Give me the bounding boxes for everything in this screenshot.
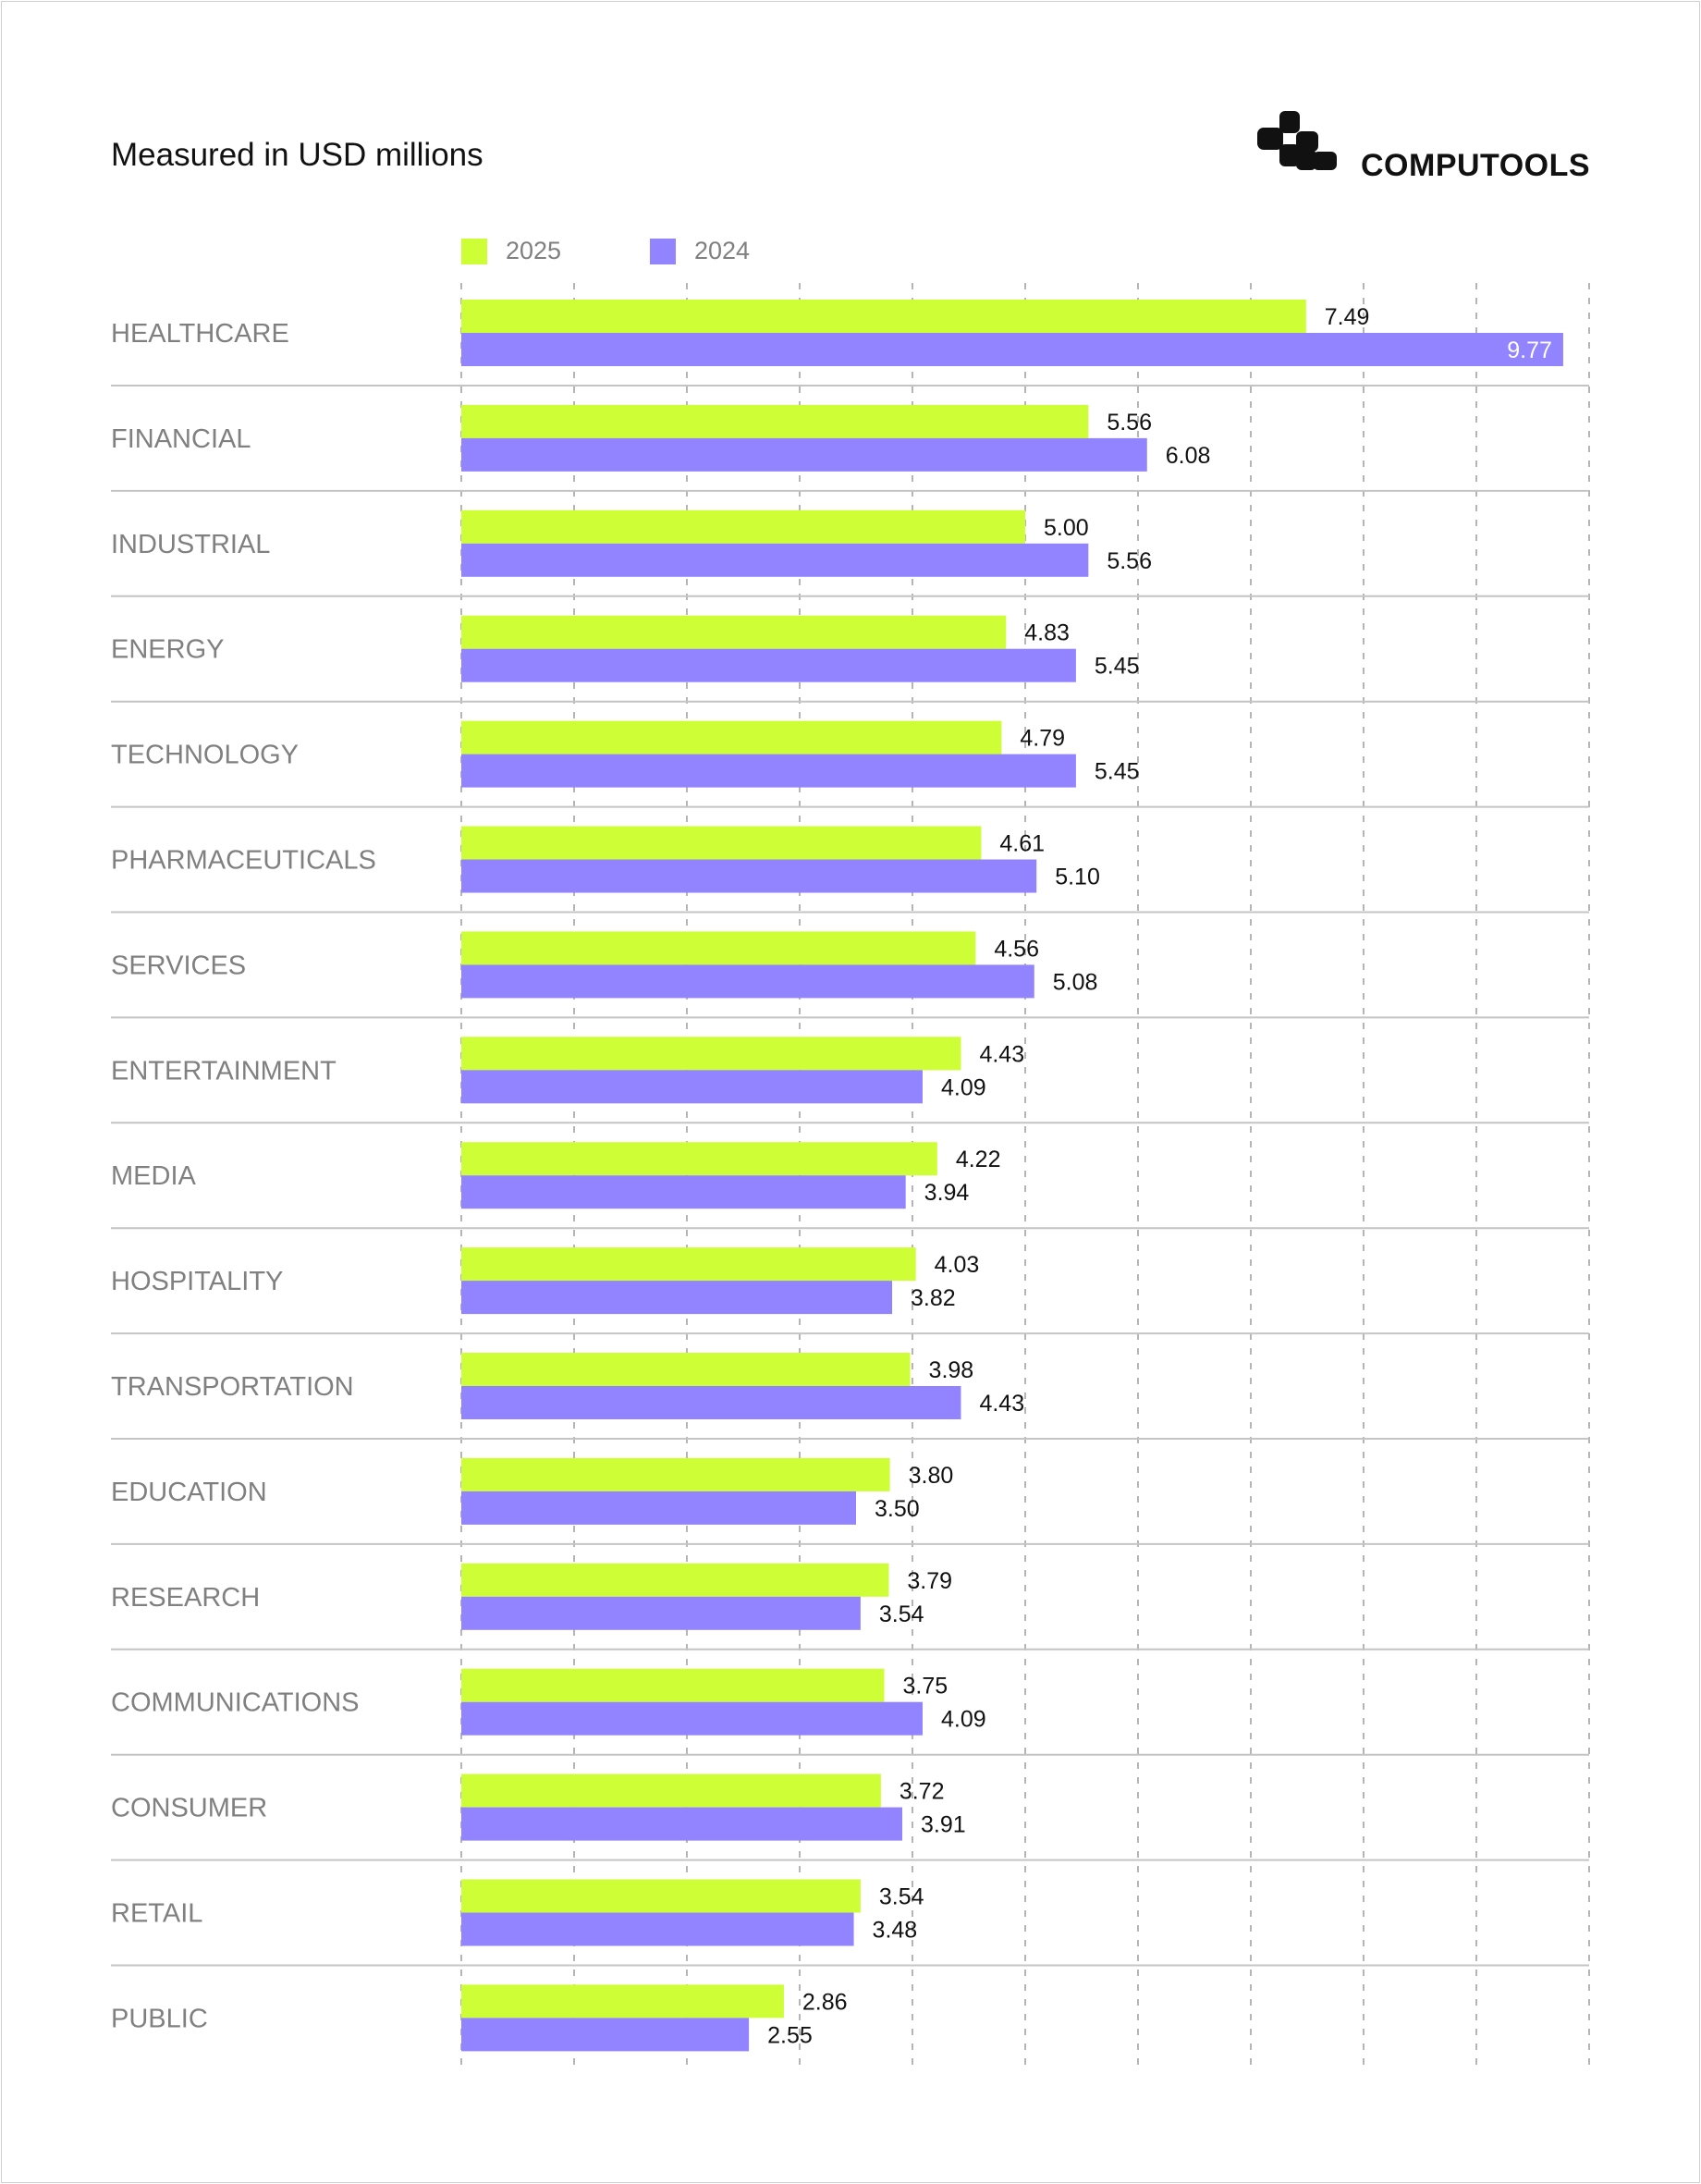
bar-2025 [461, 1457, 890, 1491]
data-label-2024: 3.50 [875, 1496, 920, 1522]
data-label-2025: 3.80 [909, 1463, 954, 1489]
bar-2025 [461, 931, 976, 965]
bar-2025 [461, 509, 1025, 544]
data-label-2024: 5.45 [1095, 759, 1140, 785]
category-label: RESEARCH [111, 1583, 260, 1613]
data-label-2025: 5.56 [1107, 410, 1152, 436]
data-label-2025: 4.03 [935, 1252, 980, 1278]
legend-label-2024: 2024 [694, 237, 751, 264]
bar-2025 [461, 1668, 885, 1702]
data-label-2024: 5.08 [1053, 969, 1098, 995]
bar-2024 [461, 437, 1147, 472]
bar-2025 [461, 300, 1306, 333]
bar-2025 [461, 720, 1002, 755]
category-label: HEALTHCARE [111, 319, 289, 349]
data-label-2024: 4.09 [941, 1074, 986, 1100]
data-label-2025: 4.83 [1024, 620, 1070, 646]
bar-2024 [461, 333, 1563, 366]
category-label: HOSPITALITY [111, 1267, 283, 1296]
bar-2024 [461, 1386, 961, 1419]
category-label: TECHNOLOGY [111, 741, 299, 770]
data-label-2024: 2.55 [767, 2022, 813, 2048]
category-label: PHARMACEUTICALS [111, 846, 376, 876]
data-label-2024: 5.45 [1095, 654, 1140, 680]
computools-logo-icon [1257, 111, 1337, 170]
bar-2024 [461, 1701, 923, 1736]
category-label: FINANCIAL [111, 424, 251, 454]
legend-swatch-2025 [461, 238, 487, 264]
data-label-2024: 3.94 [924, 1180, 970, 1206]
bar-2025 [461, 1773, 881, 1808]
bar-2024 [461, 1175, 906, 1209]
data-label-2025: 3.72 [899, 1779, 945, 1805]
bar-2025 [461, 1142, 937, 1176]
data-label-2024: 3.54 [879, 1601, 924, 1627]
data-label-2025: 3.98 [929, 1357, 974, 1383]
category-label: CONSUMER [111, 1794, 267, 1823]
legend-item-2025: 2025 [461, 237, 561, 265]
data-label-2024: 4.43 [979, 1391, 1024, 1417]
bar-2024 [461, 1491, 856, 1525]
bar-2025 [461, 1563, 889, 1597]
data-label-2025: 4.56 [994, 936, 1039, 962]
chart-title: Measured in USD millions [111, 137, 483, 173]
bar-2024 [461, 1807, 903, 1841]
category-label: SERVICES [111, 951, 246, 980]
bar-2025 [461, 615, 1007, 649]
data-label-2025: 3.54 [879, 1884, 924, 1910]
bar-2024 [461, 2018, 750, 2052]
brand-name: COMPUTOOLS [1361, 148, 1591, 183]
legend-item-2024: 2024 [650, 237, 750, 265]
data-label-2025: 2.86 [802, 1989, 848, 2015]
data-label-2025: 3.75 [903, 1674, 948, 1699]
data-label-2024: 5.56 [1107, 548, 1152, 574]
data-label-2024: 3.91 [921, 1812, 966, 1838]
bar-2025 [461, 1037, 961, 1071]
data-label-2024: 3.82 [911, 1285, 956, 1311]
data-label-2025: 4.22 [956, 1147, 1001, 1172]
category-label: PUBLIC [111, 2004, 208, 2033]
bar-2024 [461, 1912, 854, 1946]
data-label-2025: 7.49 [1325, 304, 1370, 330]
bar-2025 [461, 1353, 911, 1386]
data-label-2025: 4.61 [999, 831, 1045, 857]
brand-logo: COMPUTOOLS [1254, 109, 1596, 183]
bar-2024 [461, 543, 1089, 577]
bar-2025 [461, 404, 1089, 438]
category-label: COMMUNICATIONS [111, 1688, 360, 1718]
bar-2025 [461, 1984, 784, 2018]
bar-2024 [461, 964, 1034, 999]
data-label-2024: 9.77 [1507, 337, 1552, 363]
data-label-2025: 4.43 [979, 1041, 1024, 1067]
legend-label-2025: 2025 [506, 237, 562, 264]
bar-2024 [461, 859, 1037, 893]
legend-swatch-2024 [650, 238, 676, 264]
category-label: TRANSPORTATION [111, 1372, 354, 1402]
bar-2024 [461, 1070, 923, 1104]
bar-2024 [461, 754, 1076, 788]
category-label: ENTERTAINMENT [111, 1056, 337, 1086]
category-label: ENERGY [111, 635, 224, 665]
data-label-2024: 5.10 [1055, 865, 1100, 890]
data-label-2025: 5.00 [1044, 515, 1089, 541]
category-label: RETAIL [111, 1899, 202, 1929]
category-label: INDUSTRIAL [111, 530, 270, 559]
category-label: EDUCATION [111, 1478, 267, 1507]
bar-2025 [461, 826, 982, 860]
category-label: MEDIA [111, 1161, 197, 1191]
bar-2025 [461, 1879, 861, 1913]
bar-2024 [461, 1281, 893, 1315]
data-label-2024: 6.08 [1166, 443, 1211, 469]
bar-2025 [461, 1247, 916, 1282]
data-label-2025: 3.79 [907, 1568, 952, 1594]
data-label-2024: 3.48 [873, 1918, 918, 1944]
bar-2024 [461, 1596, 861, 1630]
data-label-2025: 4.79 [1020, 726, 1065, 752]
data-label-2024: 4.09 [941, 1707, 986, 1733]
bar-2024 [461, 648, 1076, 682]
